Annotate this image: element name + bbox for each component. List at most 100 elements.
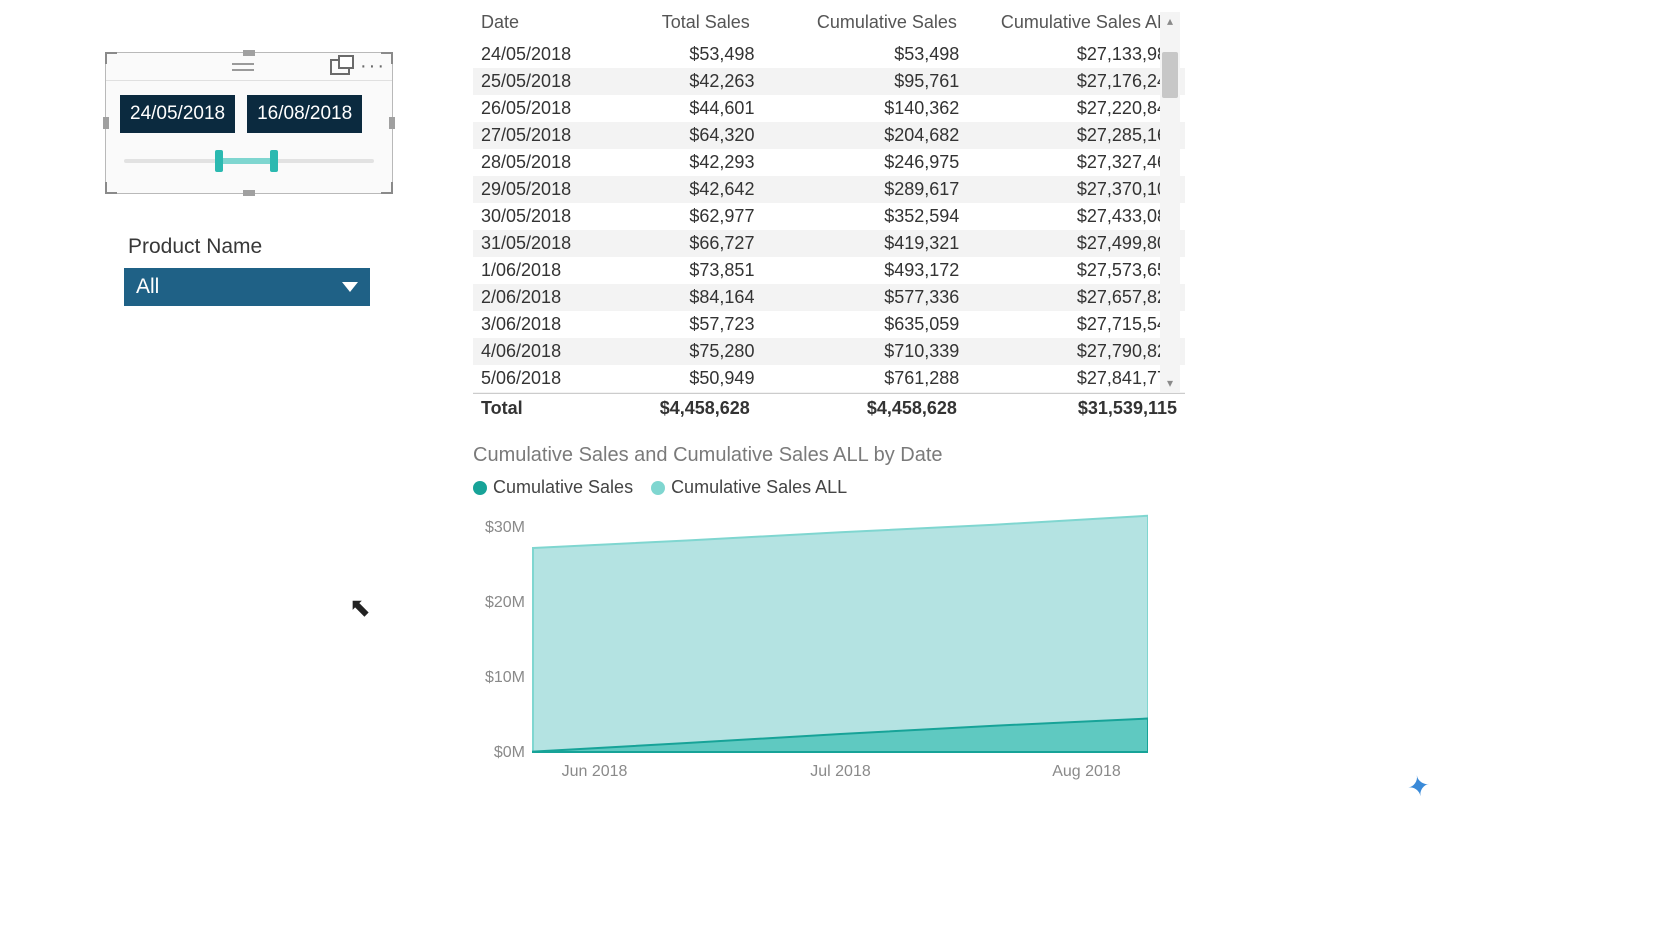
table-row[interactable]: 26/05/2018$44,601$140,362$27,220,849 bbox=[473, 95, 1185, 122]
table-row[interactable]: 24/05/2018$53,498$53,498$27,133,985 bbox=[473, 41, 1185, 68]
resize-handle-right[interactable] bbox=[389, 117, 395, 129]
table-total-cell: $4,458,628 bbox=[602, 394, 757, 424]
table-cell: $53,498 bbox=[609, 41, 763, 68]
table-row[interactable]: 4/06/2018$75,280$710,339$27,790,826 bbox=[473, 338, 1185, 365]
table-cell: 4/06/2018 bbox=[473, 338, 609, 365]
table-col-1[interactable]: Total Sales bbox=[602, 8, 757, 41]
table-total-row: Total$4,458,628$4,458,628$31,539,115 bbox=[473, 394, 1185, 424]
resize-handle-bl[interactable] bbox=[105, 182, 117, 194]
table-cell: 25/05/2018 bbox=[473, 68, 609, 95]
table-row[interactable]: 3/06/2018$57,723$635,059$27,715,546 bbox=[473, 311, 1185, 338]
focus-mode-icon[interactable] bbox=[330, 59, 350, 75]
table-cell: 26/05/2018 bbox=[473, 95, 609, 122]
table-row[interactable]: 5/06/2018$50,949$761,288$27,841,775 bbox=[473, 365, 1185, 392]
table-cell: 5/06/2018 bbox=[473, 365, 609, 392]
table-cell: $62,977 bbox=[609, 203, 763, 230]
table-cell: $493,172 bbox=[762, 257, 967, 284]
table-cell: $66,727 bbox=[609, 230, 763, 257]
table-row[interactable]: 27/05/2018$64,320$204,682$27,285,169 bbox=[473, 122, 1185, 149]
table-cell: $44,601 bbox=[609, 95, 763, 122]
product-selected-value: All bbox=[136, 275, 159, 299]
table-cell: 31/05/2018 bbox=[473, 230, 609, 257]
date-to-chip[interactable]: 16/08/2018 bbox=[247, 95, 362, 133]
table-row[interactable]: 1/06/2018$73,851$493,172$27,573,659 bbox=[473, 257, 1185, 284]
scroll-up-icon[interactable]: ▴ bbox=[1160, 12, 1180, 30]
legend-item[interactable]: Cumulative Sales bbox=[473, 477, 633, 498]
table-total-cell: $31,539,115 bbox=[965, 394, 1185, 424]
table-cell: $27,790,826 bbox=[967, 338, 1185, 365]
y-axis-label: $0M bbox=[494, 744, 525, 761]
resize-handle-tr[interactable] bbox=[381, 52, 393, 64]
table-cell: $64,320 bbox=[609, 122, 763, 149]
table-col-2[interactable]: Cumulative Sales bbox=[758, 8, 965, 41]
table-cell: $57,723 bbox=[609, 311, 763, 338]
x-axis-label: Jul 2018 bbox=[810, 763, 871, 780]
table-row[interactable]: 31/05/2018$66,727$419,321$27,499,808 bbox=[473, 230, 1185, 257]
table-cell: $27,433,081 bbox=[967, 203, 1185, 230]
legend-label: Cumulative Sales ALL bbox=[671, 477, 847, 497]
slicer-header: ··· bbox=[106, 53, 392, 81]
resize-handle-left[interactable] bbox=[103, 117, 109, 129]
table-cell: $95,761 bbox=[762, 68, 967, 95]
table-cell: $27,499,808 bbox=[967, 230, 1185, 257]
table-cell: $27,657,823 bbox=[967, 284, 1185, 311]
date-range-slicer[interactable]: ··· 24/05/2018 16/08/2018 bbox=[105, 52, 393, 194]
x-axis-label: Aug 2018 bbox=[1052, 763, 1121, 780]
table-cell: $352,594 bbox=[762, 203, 967, 230]
resize-handle-tl[interactable] bbox=[105, 52, 117, 64]
date-chips: 24/05/2018 16/08/2018 bbox=[106, 81, 392, 141]
table-cell: $27,133,985 bbox=[967, 41, 1185, 68]
drag-grip-icon[interactable] bbox=[232, 63, 254, 71]
legend-dot-icon bbox=[651, 481, 665, 495]
x-axis-label: Jun 2018 bbox=[562, 763, 628, 780]
y-axis-label: $10M bbox=[485, 669, 525, 686]
resize-handle-br[interactable] bbox=[381, 182, 393, 194]
table-cell: 28/05/2018 bbox=[473, 149, 609, 176]
table-cell: $27,220,849 bbox=[967, 95, 1185, 122]
legend-dot-icon bbox=[473, 481, 487, 495]
table-cell: $27,841,775 bbox=[967, 365, 1185, 392]
table-cell: $27,285,169 bbox=[967, 122, 1185, 149]
sales-table[interactable]: DateTotal SalesCumulative SalesCumulativ… bbox=[473, 8, 1185, 400]
table-cell: $73,851 bbox=[609, 257, 763, 284]
table-cell: $75,280 bbox=[609, 338, 763, 365]
table-cell: $635,059 bbox=[762, 311, 967, 338]
date-range-track[interactable] bbox=[124, 151, 374, 171]
scrollbar-thumb[interactable] bbox=[1162, 52, 1178, 98]
table-cell: 3/06/2018 bbox=[473, 311, 609, 338]
table-row[interactable]: 29/05/2018$42,642$289,617$27,370,104 bbox=[473, 176, 1185, 203]
cursor-icon: ⬉ bbox=[349, 592, 371, 623]
legend-item[interactable]: Cumulative Sales ALL bbox=[651, 477, 847, 498]
table-scrollbar[interactable]: ▴ ▾ bbox=[1160, 12, 1180, 392]
resize-handle-bottom[interactable] bbox=[243, 190, 255, 196]
table-row[interactable]: 2/06/2018$84,164$577,336$27,657,823 bbox=[473, 284, 1185, 311]
resize-handle-top[interactable] bbox=[243, 50, 255, 56]
y-axis-label: $30M bbox=[485, 519, 525, 536]
table-cell: 30/05/2018 bbox=[473, 203, 609, 230]
table-cell: $204,682 bbox=[762, 122, 967, 149]
table-cell: $27,327,462 bbox=[967, 149, 1185, 176]
table-row[interactable]: 30/05/2018$62,977$352,594$27,433,081 bbox=[473, 203, 1185, 230]
table-cell: $84,164 bbox=[609, 284, 763, 311]
scroll-down-icon[interactable]: ▾ bbox=[1160, 374, 1180, 392]
chevron-down-icon bbox=[342, 282, 358, 292]
table-total-cell: Total bbox=[473, 394, 602, 424]
cumulative-sales-chart[interactable]: Cumulative Sales and Cumulative Sales AL… bbox=[473, 444, 1173, 792]
y-axis-label: $20M bbox=[485, 594, 525, 611]
table-col-0[interactable]: Date bbox=[473, 8, 602, 41]
table-cell: $419,321 bbox=[762, 230, 967, 257]
product-name-dropdown[interactable]: All bbox=[124, 268, 370, 306]
table-cell: $42,293 bbox=[609, 149, 763, 176]
table-cell: 1/06/2018 bbox=[473, 257, 609, 284]
table-cell: $27,370,104 bbox=[967, 176, 1185, 203]
table-cell: 2/06/2018 bbox=[473, 284, 609, 311]
table-cell: $42,642 bbox=[609, 176, 763, 203]
table-cell: $761,288 bbox=[762, 365, 967, 392]
range-thumb-left[interactable] bbox=[215, 150, 223, 172]
table-cell: $27,573,659 bbox=[967, 257, 1185, 284]
table-row[interactable]: 25/05/2018$42,263$95,761$27,176,248 bbox=[473, 68, 1185, 95]
date-from-chip[interactable]: 24/05/2018 bbox=[120, 95, 235, 133]
table-row[interactable]: 28/05/2018$42,293$246,975$27,327,462 bbox=[473, 149, 1185, 176]
range-thumb-right[interactable] bbox=[270, 150, 278, 172]
table-col-3[interactable]: Cumulative Sales ALL bbox=[965, 8, 1185, 41]
